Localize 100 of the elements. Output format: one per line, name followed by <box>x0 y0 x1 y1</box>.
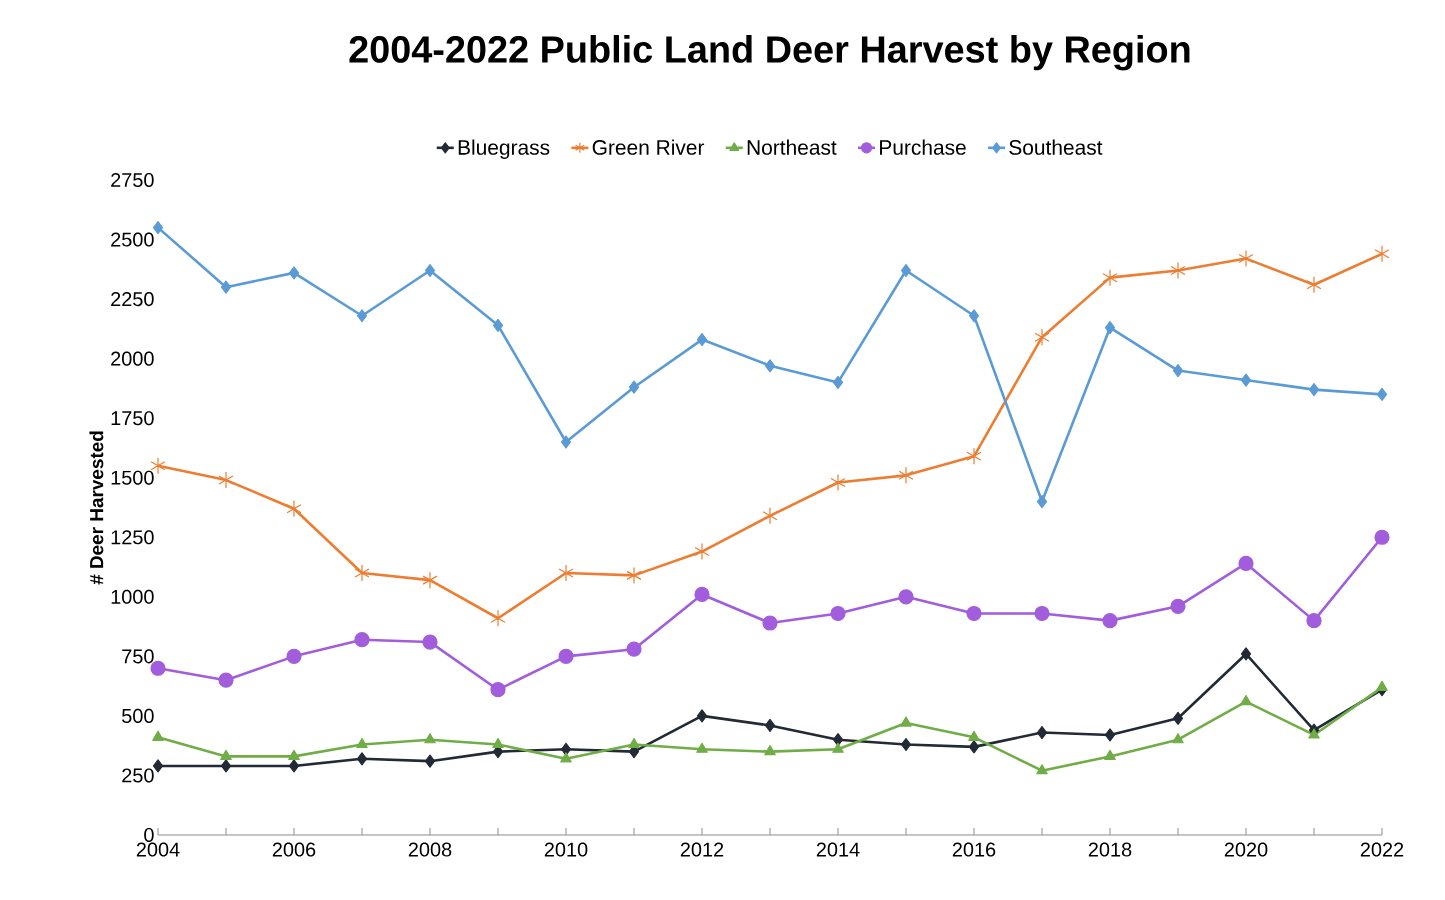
point <box>356 752 368 766</box>
y-tick-label: 250 <box>122 768 154 783</box>
x-tick-label: 2008 <box>408 842 452 857</box>
point <box>1036 725 1048 740</box>
point <box>424 754 436 768</box>
point <box>1102 269 1118 287</box>
point <box>1240 647 1252 661</box>
point <box>152 221 164 235</box>
legend-label: Southeast <box>1009 139 1103 155</box>
point <box>1104 728 1116 742</box>
point <box>1238 555 1254 572</box>
point <box>354 564 370 582</box>
point <box>1308 728 1320 739</box>
point <box>152 759 164 773</box>
legend-label: Green River <box>592 139 705 155</box>
point <box>356 737 368 749</box>
point <box>628 737 640 749</box>
y-tick-label: 1500 <box>111 470 154 485</box>
point <box>966 605 982 622</box>
point <box>968 730 980 741</box>
x-tick-label: 2010 <box>544 842 588 857</box>
point <box>1172 733 1184 744</box>
point <box>832 733 844 747</box>
point <box>560 435 572 449</box>
point <box>762 507 778 525</box>
point <box>900 263 912 278</box>
point <box>220 759 232 773</box>
point <box>694 542 710 561</box>
y-tick-label: 1750 <box>111 411 154 426</box>
y-tick-label: 500 <box>122 708 154 723</box>
x-tick-label: 2016 <box>952 842 996 857</box>
y-tick-label: 1000 <box>111 589 154 604</box>
point <box>1374 245 1390 263</box>
point <box>1376 680 1388 691</box>
point <box>900 737 912 752</box>
y-tick-label: 2000 <box>111 351 154 366</box>
point <box>830 473 846 492</box>
legend-label: Northeast <box>747 139 837 155</box>
point <box>1306 276 1322 294</box>
point <box>898 466 914 484</box>
point <box>1036 494 1048 509</box>
x-tick-label: 2004 <box>136 842 180 857</box>
point <box>492 737 504 749</box>
x-tick-label: 2018 <box>1088 842 1132 857</box>
point <box>1238 249 1254 268</box>
point <box>830 605 846 622</box>
x-tick-label: 2006 <box>272 842 316 857</box>
point <box>218 672 234 688</box>
point <box>1102 613 1118 629</box>
point <box>490 609 506 627</box>
x-tick-label: 2022 <box>1360 842 1404 857</box>
point <box>1240 695 1252 706</box>
point <box>628 380 640 394</box>
y-tick-label: 750 <box>122 649 154 664</box>
y-tick-label: 2750 <box>111 172 154 188</box>
point <box>694 586 710 603</box>
y-axis-title: # Deer Harvested <box>89 431 104 585</box>
point <box>626 566 642 584</box>
point <box>764 718 776 733</box>
point <box>1104 749 1116 760</box>
point <box>900 716 912 727</box>
point <box>1374 529 1390 545</box>
point <box>220 280 232 294</box>
point <box>558 564 574 582</box>
point <box>696 332 708 347</box>
point <box>1306 613 1322 629</box>
point <box>968 309 980 323</box>
point <box>1172 711 1184 725</box>
point <box>220 749 232 760</box>
point <box>832 375 844 390</box>
point <box>354 632 370 648</box>
point <box>286 500 302 518</box>
point <box>218 471 234 489</box>
x-tick-label: 2014 <box>816 842 860 857</box>
point <box>356 309 368 323</box>
point <box>1170 261 1186 280</box>
point <box>286 648 302 664</box>
point <box>422 571 438 589</box>
point <box>288 749 300 760</box>
point <box>968 740 980 754</box>
point <box>422 634 438 650</box>
point <box>1034 605 1050 622</box>
point <box>560 742 572 756</box>
point <box>1036 764 1048 775</box>
point <box>1170 598 1186 614</box>
legend-label: Purchase <box>880 139 966 155</box>
point <box>1376 387 1388 401</box>
legend-label: Bluegrass <box>458 139 550 160</box>
y-tick-label: 0 <box>144 827 154 843</box>
point <box>1104 321 1116 335</box>
point <box>764 359 776 373</box>
point <box>832 742 844 753</box>
point <box>152 730 164 741</box>
point <box>626 641 642 657</box>
point <box>764 745 776 756</box>
point <box>1240 373 1252 387</box>
point <box>898 589 914 605</box>
point <box>288 759 300 773</box>
y-tick-label: 1250 <box>111 530 154 545</box>
point <box>696 709 708 723</box>
